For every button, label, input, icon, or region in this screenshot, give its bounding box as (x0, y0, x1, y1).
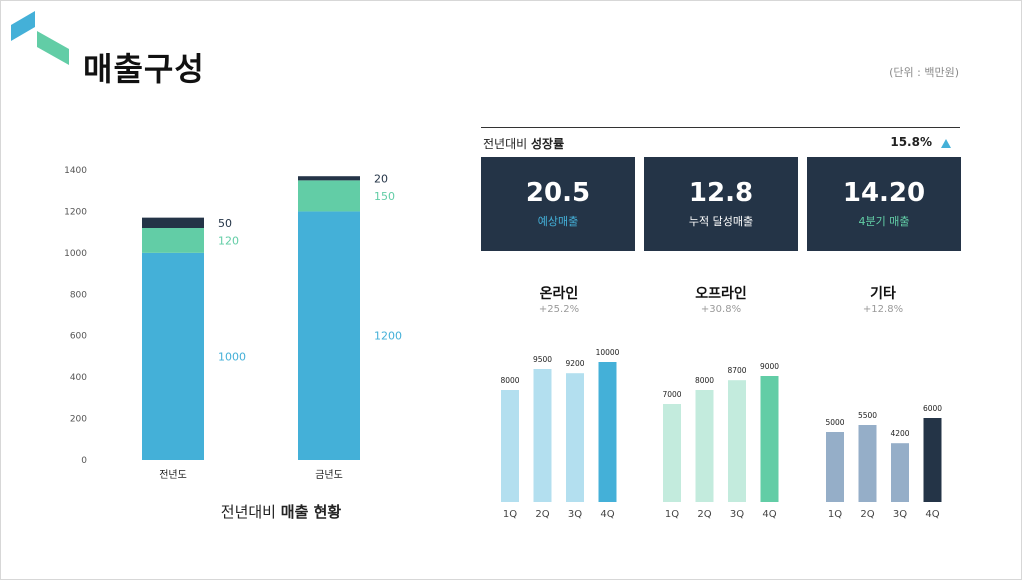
x-tick-label: 1Q (665, 509, 679, 520)
data-label: 20 (374, 172, 388, 185)
bar (663, 404, 681, 502)
triangle-up-icon (941, 139, 951, 148)
group-growth-offline: +30.8% (700, 304, 742, 315)
data-label: 8000 (500, 376, 519, 385)
bar-segment (142, 252, 204, 460)
bar (695, 390, 714, 502)
bar-segment (298, 176, 360, 181)
bar (858, 425, 877, 502)
bar (728, 380, 746, 502)
y-tick-label: 800 (70, 290, 87, 300)
data-label: 7000 (662, 390, 681, 399)
data-label: 4200 (890, 429, 909, 438)
x-tick-label: 2Q (697, 509, 711, 520)
bar-segment (298, 180, 360, 212)
x-tick-label: 1Q (828, 509, 842, 520)
x-tick-label: 3Q (893, 509, 907, 520)
bar (533, 369, 552, 502)
group-title-offline: 오프라인 (695, 286, 747, 302)
caption-bold: 매출 현황 (280, 503, 342, 521)
kpi-card-q4-sales: 14.20 4분기 매출 (807, 157, 961, 251)
x-tick-label: 3Q (730, 509, 744, 520)
bar (566, 373, 584, 502)
data-label: 10000 (596, 348, 620, 357)
caption-normal: 전년대비 (220, 503, 276, 521)
stacked-bar-chart: 0 200 400 600 800 1000 1200 1400 1000 120 50 전년도 120… (64, 166, 402, 481)
bar-segment (298, 211, 360, 460)
bar (891, 443, 909, 502)
x-tick-label: 4Q (762, 509, 776, 520)
data-label: 1000 (218, 350, 246, 363)
group-growth-other: +12.8% (862, 304, 904, 315)
bar (826, 432, 844, 502)
data-label: 8000 (695, 376, 714, 385)
left-chart-caption: 전년대비 매출 현황 (161, 501, 401, 522)
kpi-label: 누적 달성매출 (688, 215, 754, 228)
data-label: 6000 (923, 404, 942, 413)
kpi-value: 12.8 (688, 178, 754, 208)
y-tick-label: 600 (70, 332, 87, 342)
x-tick-label: 4Q (925, 509, 939, 520)
growth-label-normal: 전년대비 (483, 137, 528, 151)
data-label: 9000 (760, 362, 779, 371)
data-label: 5000 (825, 418, 844, 427)
kpi-card-cumulative-sales: 12.8 누적 달성매출 (644, 157, 798, 251)
data-label: 50 (218, 217, 232, 230)
x-tick-label: 4Q (600, 509, 614, 520)
y-tick-label: 1400 (64, 166, 87, 176)
bar-segment (142, 228, 204, 253)
x-tick-label: 3Q (568, 509, 582, 520)
x-tick-label: 2Q (860, 509, 874, 520)
y-tick-label: 1200 (64, 207, 87, 217)
x-tick-label: 전년도 (159, 469, 187, 481)
y-tick-label: 200 (70, 415, 87, 425)
x-tick-label: 금년도 (315, 469, 343, 481)
page-title: 매출구성 (83, 50, 205, 88)
y-tick-label: 0 (81, 456, 87, 466)
kpi-label: 예상매출 (537, 215, 579, 228)
bar (501, 390, 519, 502)
data-label: 9200 (565, 359, 584, 368)
growth-rate-label: 전년대비 성장률 (483, 135, 564, 152)
group-title-online: 온라인 (539, 286, 579, 302)
data-label: 120 (218, 234, 239, 247)
growth-rate-value: 15.8% (890, 135, 932, 149)
y-tick-label: 400 (70, 373, 87, 383)
kpi-value: 14.20 (842, 178, 926, 208)
unit-label: (단위 : 백만원) (889, 66, 959, 79)
group-growth-online: +25.2% (538, 304, 580, 315)
bar (923, 418, 942, 502)
kpi-label: 4분기 매출 (858, 215, 910, 228)
group-title-other: 기타 (870, 286, 896, 302)
data-label: 150 (374, 190, 395, 203)
growth-rate-row: 전년대비 성장률 15.8% (481, 127, 960, 156)
logo-icon (11, 11, 69, 65)
bar (760, 376, 779, 502)
x-tick-label: 2Q (535, 509, 549, 520)
growth-label-bold: 성장률 (531, 137, 565, 151)
data-label: 1200 (374, 330, 402, 343)
quarterly-bar-charts: 8000 1Q 9500 2Q 9200 3Q 10000 4Q 7000 1Q 8000 2Q 870… (500, 348, 942, 520)
bar (598, 362, 617, 502)
y-tick-label: 1000 (64, 249, 87, 259)
kpi-card-expected-sales: 20.5 예상매출 (481, 157, 635, 251)
bar-segment (142, 217, 204, 228)
data-label: 9500 (533, 355, 552, 364)
x-tick-label: 1Q (503, 509, 517, 520)
data-label: 5500 (858, 411, 877, 420)
data-label: 8700 (727, 366, 746, 375)
kpi-value: 20.5 (525, 178, 591, 208)
